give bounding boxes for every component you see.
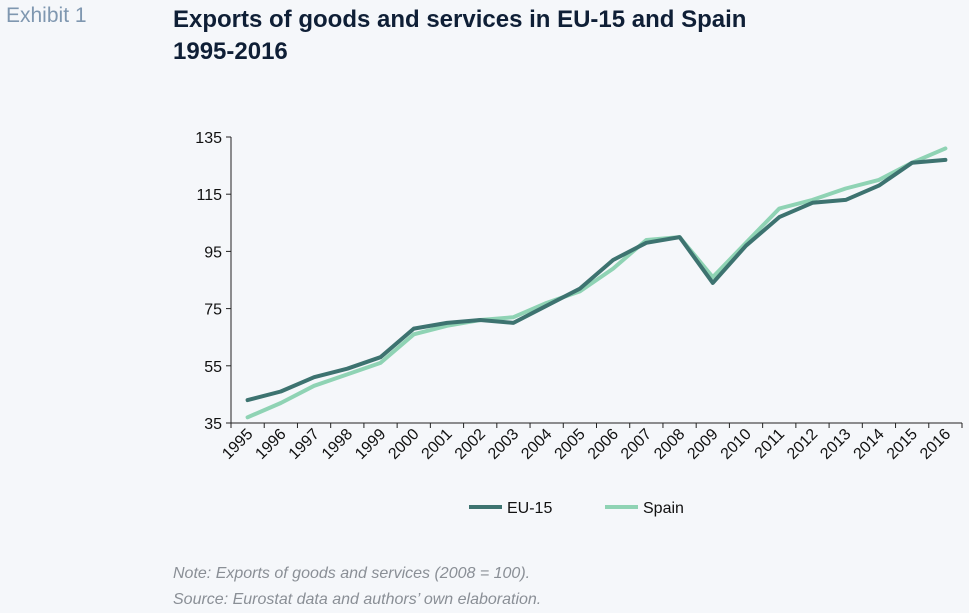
chart-title-line-1: Exports of goods and services in EU-15 a… bbox=[173, 6, 747, 33]
y-tick-label: 55 bbox=[204, 359, 222, 376]
legend-label: Spain bbox=[643, 500, 684, 517]
y-tick-label: 75 bbox=[204, 302, 222, 319]
chart-notes: Note: Exports of goods and services (200… bbox=[173, 561, 541, 613]
x-tick-label: 2003 bbox=[485, 426, 522, 463]
x-tick-label: 2014 bbox=[851, 426, 888, 463]
x-tick-label: 2016 bbox=[917, 426, 954, 463]
x-tick-label: 2000 bbox=[385, 426, 422, 463]
chart-title-line-2: 1995-2016 bbox=[173, 38, 288, 65]
x-tick-label: 2013 bbox=[817, 426, 854, 463]
x-tick-label: 2007 bbox=[618, 426, 655, 463]
x-tick-label: 2001 bbox=[419, 426, 456, 463]
exhibit-label: Exhibit 1 bbox=[6, 4, 87, 27]
legend-item-spain: Spain bbox=[605, 500, 684, 517]
x-tick-label: 2010 bbox=[718, 426, 755, 463]
x-tick-label: 2015 bbox=[884, 426, 921, 463]
chart-title: Exports of goods and services in EU-15 a… bbox=[173, 4, 933, 68]
y-tick-label: 95 bbox=[204, 244, 222, 261]
legend: EU-15 Spain bbox=[469, 500, 684, 517]
x-tick-label: 1996 bbox=[252, 426, 289, 463]
x-tick-label: 2004 bbox=[518, 426, 555, 463]
x-tick-label: 1995 bbox=[219, 426, 256, 463]
x-tick-label: 2009 bbox=[684, 426, 721, 463]
x-axis: 1995199619971998199920002001200220032004… bbox=[219, 422, 963, 463]
x-tick-label: 2002 bbox=[452, 426, 489, 463]
series-line-spain bbox=[245, 146, 948, 420]
y-axis: 35 55 75 95 115 135 bbox=[195, 130, 232, 433]
y-tick-label: 135 bbox=[195, 130, 222, 147]
x-tick-label: 2005 bbox=[552, 426, 589, 463]
series-line-eu-15 bbox=[245, 157, 948, 403]
y-tick-label: 115 bbox=[196, 187, 222, 204]
x-tick-label: 2011 bbox=[752, 426, 788, 462]
legend-item-eu-15: EU-15 bbox=[469, 500, 552, 517]
source-text: Source: Eurostat data and authors’ own e… bbox=[173, 591, 542, 608]
x-tick-label: 2006 bbox=[585, 426, 622, 463]
x-tick-label: 2008 bbox=[651, 426, 688, 463]
note-text: Note: Exports of goods and services (200… bbox=[173, 565, 531, 582]
series-layer bbox=[245, 146, 948, 420]
x-tick-label: 1998 bbox=[319, 426, 356, 463]
x-tick-label: 1997 bbox=[286, 426, 323, 463]
y-tick-label: 35 bbox=[204, 416, 222, 433]
legend-label: EU-15 bbox=[507, 500, 552, 517]
x-tick-label: 1999 bbox=[352, 426, 389, 463]
x-tick-label: 2012 bbox=[784, 426, 821, 463]
